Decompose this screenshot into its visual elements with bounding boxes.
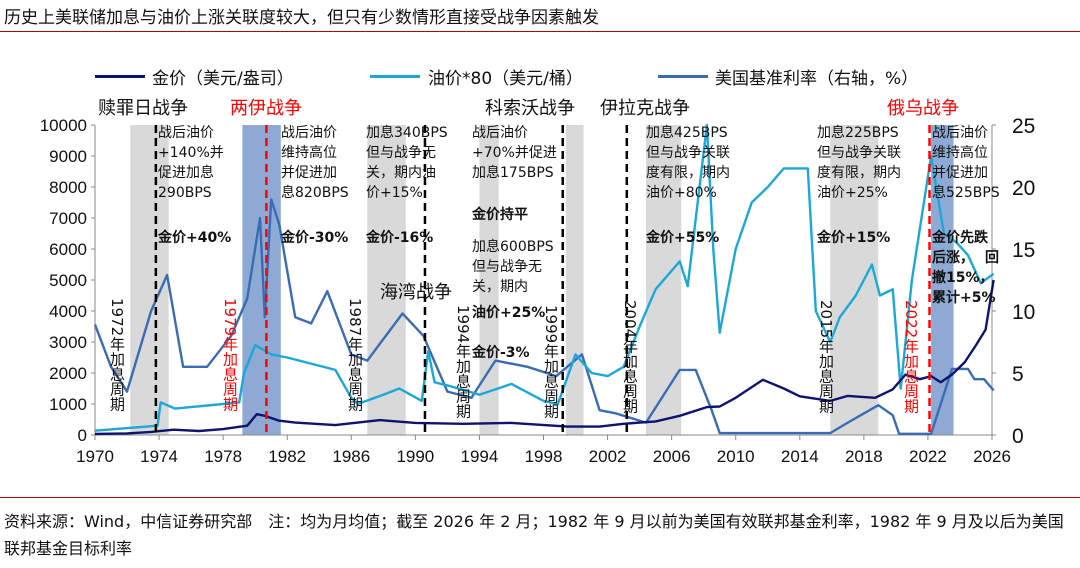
x-tick-label: 2006	[653, 447, 691, 466]
shaded-period	[830, 125, 879, 435]
war-label-gulf: 海湾战争	[380, 282, 452, 303]
legend-gold: 金价（美元/盎司）	[152, 69, 294, 89]
annotation-2015: 加息225BPS 但与战争关联 度有限，期内 油价+25%	[817, 125, 901, 201]
y-right-tick-label: 15	[1012, 239, 1035, 262]
war-label-kosovo: 科索沃战争	[485, 98, 575, 119]
legend-oil: 油价*80（美元/桶）	[428, 69, 583, 89]
x-tick-label: 1986	[332, 447, 370, 466]
gold-change-2022-c: 撤15%，	[932, 270, 994, 286]
cycle-label-2022: 2022年加息周期	[902, 300, 920, 414]
x-tick-label: 2026	[973, 447, 1011, 466]
y-left-tick-label: 8000	[49, 178, 87, 197]
shaded-period	[367, 125, 406, 435]
x-tick-label: 1978	[204, 447, 242, 466]
gold-change-2015: 金价+15%	[817, 230, 891, 246]
gold-change-2022-d: 累计+5%	[932, 290, 996, 306]
x-tick-label: 2018	[845, 447, 883, 466]
x-tick-label: 1974	[140, 447, 178, 466]
figure-title: 历史上美联储加息与油价上涨关联度较大，但只有少数情形直接受战争因素触发	[4, 8, 599, 28]
gold-change-1999: 金价持平	[472, 207, 528, 223]
annotation-1980: 战后油价 维持高位 并促进加 息820BPS	[281, 125, 349, 201]
x-tick-label: 1998	[525, 447, 563, 466]
y-right-tick-label: 0	[1012, 425, 1024, 448]
title-divider	[0, 31, 1080, 32]
shaded-period	[565, 125, 584, 435]
gold-change-2004: 金价+55%	[646, 230, 720, 246]
x-tick-label: 1970	[76, 447, 114, 466]
annotation-1973: 战后油价 +140%并 促进加息 290BPS	[158, 125, 224, 201]
cycle-label-1987: 1987年加息周期	[346, 298, 364, 412]
x-tick-label: 2002	[589, 447, 627, 466]
war-label-iraq: 伊拉克战争	[600, 98, 690, 119]
footer-divider	[0, 497, 1080, 498]
y-left-tick-label: 7000	[49, 209, 87, 228]
legend-swatch-gold	[95, 75, 145, 78]
x-tick-label: 1994	[461, 447, 499, 466]
legend-swatch-rate	[658, 75, 708, 78]
gold-change-2022-b: 回	[985, 250, 999, 266]
gold-change-1973: 金价+40%	[158, 230, 232, 246]
annotation-1999: 战后油价 +70%并促进 加息175BPS	[472, 125, 557, 181]
x-tick-label: 2010	[717, 447, 755, 466]
annotation-2022: 战后油价 维持高位 并促进加 息525BPS	[932, 125, 1000, 201]
shaded-period	[130, 125, 169, 435]
cycle-label-1979: 1979年加息周期	[221, 298, 239, 412]
y-left-tick-label: 9000	[49, 147, 87, 166]
cycle-label-2015: 2015年加息周期	[817, 300, 835, 414]
series-line-gold	[94, 279, 995, 436]
x-tick-label: 1982	[268, 447, 306, 466]
shaded-period	[479, 125, 499, 435]
gold-change-2022: 金价先跌 后涨，	[932, 230, 988, 266]
oil-change-1994: 油价+25%	[472, 305, 546, 321]
y-right-tick-label: 25	[1012, 115, 1035, 138]
y-right-tick-label: 5	[1012, 363, 1024, 386]
y-left-tick-label: 6000	[49, 240, 87, 259]
gold-change-1980: 金价-30%	[281, 230, 349, 246]
annotation-1987: 加息340BPS 但与战争无 关，期内油 价+15%	[366, 125, 448, 201]
y-left-tick-label: 0	[78, 426, 87, 445]
y-right-tick-label: 10	[1012, 301, 1035, 324]
x-tick-label: 2014	[781, 447, 819, 466]
y-left-tick-label: 10000	[40, 116, 87, 135]
series-line-oil	[94, 123, 995, 432]
y-left-tick-label: 5000	[49, 271, 87, 290]
y-left-tick-label: 3000	[49, 333, 87, 352]
annotation-2004: 加息425BPS 但与战争关联 度有限，期内 油价+80%	[646, 125, 730, 201]
y-left-tick-label: 1000	[49, 395, 87, 414]
cycle-label-2004: 2004年加息周期	[621, 300, 639, 414]
war-label-russia-ukraine: 俄乌战争	[887, 98, 959, 119]
y-right-tick-label: 20	[1012, 177, 1035, 200]
cycle-label-1994: 1994年加息周期	[454, 305, 472, 419]
x-tick-label: 2022	[909, 447, 947, 466]
gold-change-1987: 金价-16%	[366, 230, 434, 246]
y-left-tick-label: 2000	[49, 364, 87, 383]
shaded-period	[242, 125, 281, 435]
source-note: 资料来源：Wind，中信证券研究部 注：均为月均值；截至 2026 年 2 月；…	[4, 512, 1064, 558]
x-tick-label: 1990	[396, 447, 434, 466]
legend-swatch-oil	[370, 75, 420, 78]
legend-rate: 美国基准利率（右轴，%）	[715, 69, 919, 89]
war-label-yom-kippur: 赎罪日战争	[98, 98, 188, 119]
y-left-tick-label: 4000	[49, 302, 87, 321]
war-label-iran-iraq: 两伊战争	[230, 98, 302, 119]
shaded-period	[931, 125, 954, 435]
annotation-1994: 加息600BPS 但与战争无 关，期内	[472, 239, 554, 295]
plot-area: 0100020003000400050006000700080009000100…	[40, 115, 1036, 466]
cycle-label-1972: 1972年加息周期	[108, 298, 126, 412]
gold-change-1994: 金价-3%	[472, 345, 530, 361]
cycle-label-1999: 1999年加息周期	[542, 305, 560, 419]
